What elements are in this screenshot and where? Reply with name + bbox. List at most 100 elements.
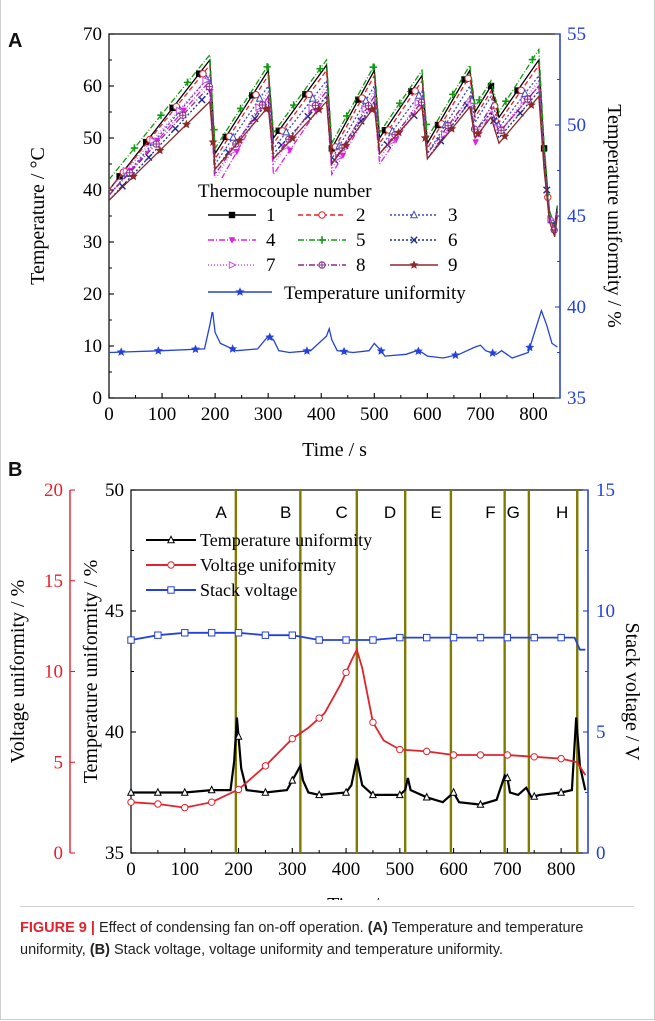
panel-b-point-0: [422, 792, 431, 801]
panel-b-point-2: [154, 631, 162, 639]
panel-a-point-9: [116, 347, 126, 356]
panel-b-y-axis-label: 50: [105, 480, 124, 501]
panel-b-point-1: [261, 762, 270, 770]
panel-a-legend-marker: [318, 211, 326, 219]
panel-a-point-9: [339, 346, 349, 356]
panel-a-point-4: [316, 65, 324, 73]
panel-a-point-6: [202, 76, 211, 85]
panel-a-point-8: [181, 119, 192, 129]
panel-a-point-8: [341, 140, 351, 150]
panel-a-point-4: [130, 144, 139, 152]
panel-b-outer-axis-label: 0: [54, 843, 64, 864]
panel-a-point-6: [175, 106, 184, 115]
panel-b-y2-axis-label: 0: [596, 843, 606, 864]
panel-b-series-line-1: [130, 647, 587, 809]
panel-a-point-0: [142, 138, 150, 146]
panel-a-point-8: [155, 145, 165, 155]
panel-a-point-1: [411, 87, 419, 95]
panel-b-outer-axis-label: 5: [54, 752, 64, 773]
panel-a-point-8: [447, 124, 457, 133]
panel-a-legend-entry: 1: [208, 205, 276, 226]
panel-a-point-7: [311, 101, 320, 110]
panel-a-y-axis-title: Temperature / °C: [27, 147, 49, 285]
panel-b-point-1: [530, 753, 538, 761]
panel-b-point-2: [342, 636, 350, 644]
panel-a-legend-label: 5: [356, 230, 366, 251]
panel-b-event-marker: B: [280, 490, 302, 853]
caption-b-text: Stack voltage, voltage uniformity and te…: [109, 942, 504, 958]
panel-a-y2-axis: 35 40 45 50 55: [555, 24, 586, 409]
panel-a-legend-entry: 7: [208, 255, 276, 276]
panel-a-x-axis-title: Time / s: [302, 439, 367, 461]
panel-b-series-0: [126, 717, 587, 808]
panel-a-point-4: [369, 63, 377, 71]
panel-b-point-2: [127, 636, 135, 644]
panel-b-point-0: [261, 787, 270, 796]
caption-text: Effect of condensing fan on-off operatio…: [94, 920, 364, 936]
panel-a-x-axis-label: 0: [104, 404, 114, 425]
panel-a-point-0: [196, 70, 203, 77]
panel-b-x-axis-label: 0: [126, 859, 136, 880]
panel-a-y-axis: 0 10 20 30 40 50 60 70: [83, 24, 114, 409]
panel-a-point-7: [417, 98, 426, 106]
panel-b-event-label: B: [280, 503, 291, 522]
panel-a-point-8: [420, 133, 430, 142]
panel-b-point-2: [369, 636, 377, 644]
panel-a-series-line-0: [108, 58, 558, 227]
panel-b-y2-axis-label: 5: [596, 722, 606, 743]
panel-a-point-0: [408, 88, 415, 95]
panel-b-event-label: G: [507, 503, 520, 522]
panel-a-y2-axis-label: 40: [567, 297, 586, 318]
panel-b-outer-axis-title: Voltage uniformity / %: [7, 580, 29, 764]
panel-a-y2-axis-label: 35: [567, 388, 586, 409]
panel-a-point-8: [208, 137, 218, 147]
panel-a-legend-marker: [228, 211, 236, 219]
panel-a-legend-label: 4: [266, 230, 276, 251]
panel-a-point-0: [461, 76, 468, 83]
panel-b-y2-axis-label: 15: [596, 480, 615, 501]
panel-a-point-4: [396, 99, 404, 107]
caption-a-text: Temperature and temperature uniformity,: [20, 920, 584, 958]
panel-b-point-1: [127, 798, 135, 806]
panel-b-point-0: [476, 799, 485, 808]
panel-b-x-axis-title: Time / s: [327, 894, 392, 900]
panel-b-event-marker: F: [485, 490, 506, 853]
panel-b-point-2: [288, 631, 296, 639]
panel-b-point-1: [503, 751, 512, 759]
panel-a-y2-axis-label: 50: [567, 115, 586, 136]
panel-a-point-4: [263, 63, 271, 71]
panel-a-x-axis-label: 800: [519, 404, 548, 425]
panel-b-y-axis-title: Temperature uniformity / %: [80, 560, 102, 784]
panel-a-legend-entry: Temperature uniformity: [208, 283, 466, 304]
panel-b-point-2: [261, 631, 270, 639]
panel-b-point-2: [207, 629, 216, 637]
panel-b-event-label: H: [556, 503, 568, 522]
panel-a-y2-axis-title: Temperature uniformity / %: [603, 104, 625, 328]
panel-b-event-label: D: [384, 503, 396, 522]
panel-a-x-axis-label: 200: [201, 404, 230, 425]
panel-b-event-marker: D: [384, 490, 407, 853]
panel-a-x-axis-label: 700: [466, 404, 495, 425]
panel-a-x-axis-label: 500: [360, 404, 389, 425]
panel-b-x-axis-label: 800: [547, 859, 576, 880]
panel-a-point-2: [255, 93, 264, 102]
panel-a-point-2: [282, 127, 291, 136]
panel-b-outer-axis-label: 20: [44, 480, 63, 501]
panel-a-y2-axis-label: 45: [567, 206, 586, 227]
panel-b-point-2: [234, 629, 243, 637]
panel-a-y2-axis-label: 55: [567, 24, 586, 45]
panel-a-series-line-8: [108, 94, 558, 238]
panel-b-point-0: [126, 787, 136, 796]
panel-a-point-8: [261, 104, 271, 114]
panel-a-legend-label: 9: [448, 255, 458, 276]
panel-b-point-1: [288, 734, 296, 743]
panel-b-event-marker: A: [215, 490, 238, 853]
panel-a-point-1: [199, 70, 207, 78]
panel-b-point-0: [557, 787, 566, 796]
panel-b-event-marker: G: [507, 490, 531, 853]
panel-a-point-4: [502, 97, 510, 105]
panel-a-point-8: [128, 171, 138, 181]
panel-a-point-7: [179, 111, 187, 120]
panel-a-point-7: [152, 140, 160, 148]
